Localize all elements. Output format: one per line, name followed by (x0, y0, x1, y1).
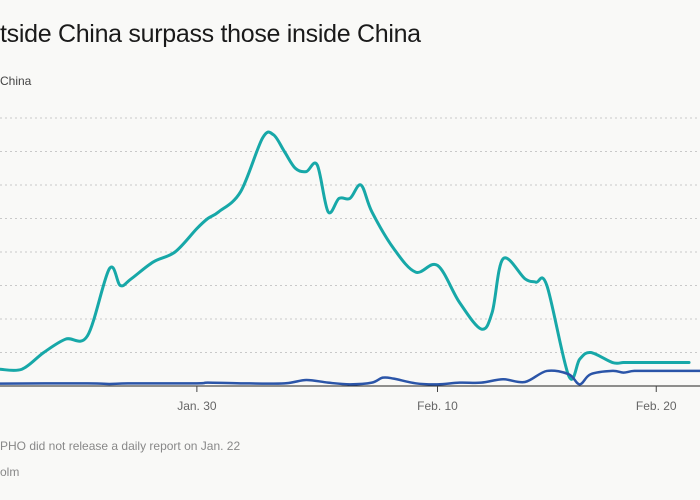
x-tick-label: Feb. 20 (636, 399, 677, 413)
series-line-teal (0, 130, 691, 381)
chart-title: tside China surpass those inside China (0, 20, 421, 48)
x-tick-label: Jan. 30 (177, 399, 217, 413)
legend-label: China (0, 74, 32, 88)
series-line-blue (0, 369, 700, 386)
x-tick-label: Feb. 10 (417, 399, 458, 413)
footnote: PHO did not release a daily report on Ja… (0, 439, 241, 453)
source-credit: olm (0, 465, 20, 479)
